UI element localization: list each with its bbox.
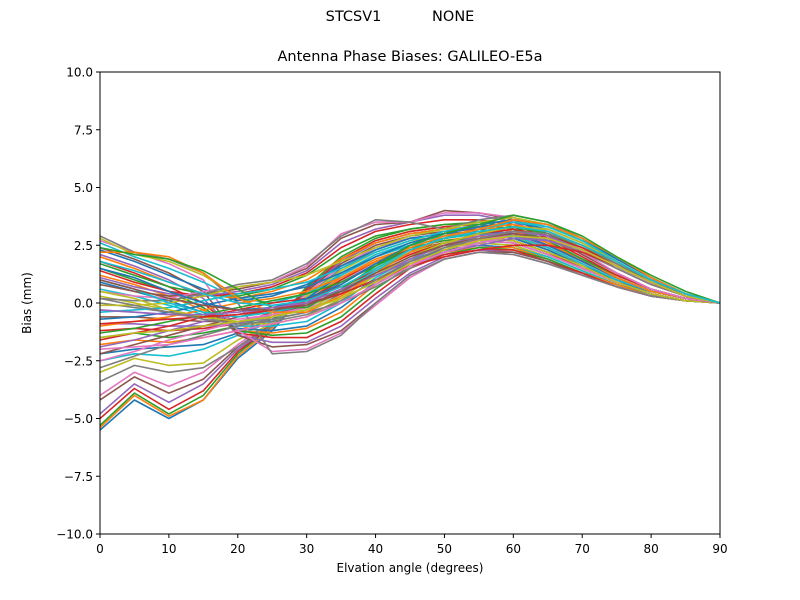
y-tick-label: 10.0: [66, 66, 93, 80]
x-tick-label: 0: [96, 542, 104, 556]
x-tick-label: 10: [161, 542, 176, 556]
y-tick-label: −5.0: [64, 412, 93, 426]
x-tick-label: 60: [506, 542, 521, 556]
series-line: [100, 230, 720, 325]
chart-title: Antenna Phase Biases: GALILEO-E5a: [277, 49, 543, 65]
x-tick-label: 30: [299, 542, 314, 556]
x-axis-label: Elvation angle (degrees): [336, 561, 484, 575]
y-tick-label: 0.0: [74, 297, 93, 311]
series-line: [100, 235, 720, 339]
x-tick-label: 70: [575, 542, 590, 556]
y-tick-label: −2.5: [64, 354, 93, 368]
y-axis-ticks: 10.0 7.5 5.0 2.5 0.0 −2.5 −5.0 −7.5 −10.0: [56, 66, 100, 542]
x-tick-label: 50: [437, 542, 452, 556]
x-tick-label: 20: [230, 542, 245, 556]
y-tick-label: 5.0: [74, 181, 93, 195]
x-tick-label: 40: [368, 542, 383, 556]
series-line: [100, 214, 720, 309]
y-tick-label: −7.5: [64, 470, 93, 484]
x-axis-ticks: 0 10 20 30 40 50 60 70 80 90: [96, 534, 728, 556]
y-tick-label: 7.5: [74, 123, 93, 137]
series-line: [100, 235, 720, 369]
series-line: [100, 226, 720, 307]
figure-suptitle: STCSV1 NONE: [325, 9, 475, 25]
x-tick-label: 90: [712, 542, 727, 556]
series-layer: [100, 209, 720, 431]
y-tick-label: −10.0: [56, 528, 93, 542]
y-tick-label: 2.5: [74, 239, 93, 253]
x-tick-label: 80: [643, 542, 658, 556]
